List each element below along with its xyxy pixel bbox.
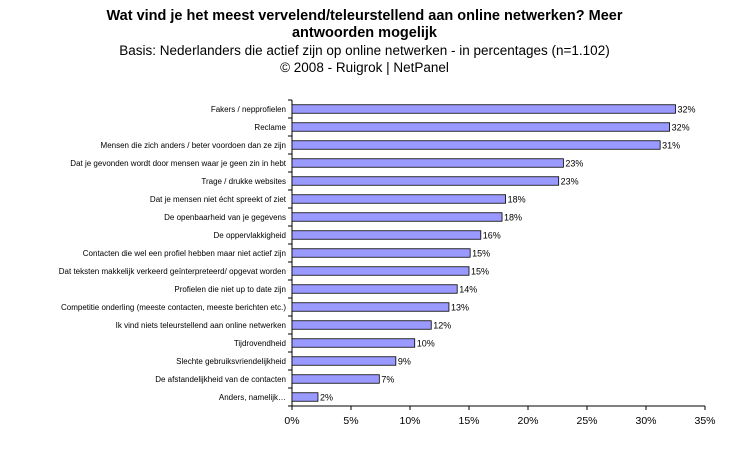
bar: [291, 104, 676, 114]
data-label: 23%: [561, 177, 579, 187]
bar: [291, 392, 319, 402]
bar: [291, 338, 416, 348]
category-label: Tijdrovendheid: [234, 339, 286, 348]
category-label: Dat je mensen niet écht spreekt of ziet: [150, 195, 287, 204]
bar: [291, 356, 397, 366]
data-label: 32%: [678, 105, 696, 115]
data-label: 23%: [565, 159, 583, 169]
bar: [291, 266, 470, 276]
category-label: De oppervlakkigheid: [214, 231, 287, 240]
x-tick-label: 0%: [284, 415, 299, 427]
data-label: 18%: [508, 195, 526, 205]
data-label: 32%: [672, 123, 690, 133]
category-label: Dat teksten makkelijk verkeerd geïnterpr…: [59, 267, 286, 276]
x-tick-label: 20%: [517, 415, 538, 427]
data-label: 9%: [398, 357, 411, 367]
category-label: De afstandelijkheid van de contacten: [155, 375, 286, 384]
bar: [291, 248, 471, 258]
category-label: Competitie onderling (meeste contacten, …: [61, 303, 286, 312]
data-label: 13%: [451, 303, 469, 313]
bar: [291, 212, 503, 222]
bar: [291, 374, 380, 384]
chart-subtitle: Basis: Nederlanders die actief zijn op o…: [119, 43, 610, 58]
chart-title-line1: Wat vind je het meest vervelend/teleurst…: [106, 8, 623, 24]
category-label: Reclame: [254, 123, 286, 132]
x-tick-label: 25%: [576, 415, 597, 427]
category-label: Profielen die niet up to date zijn: [174, 285, 286, 294]
bar: [291, 230, 482, 240]
category-label: Dat je gevonden wordt door mensen waar j…: [70, 159, 286, 168]
data-label: 18%: [504, 213, 522, 223]
category-label: Slechte gebruiksvriendelijkheid: [176, 357, 286, 366]
x-tick-label: 15%: [458, 415, 479, 427]
category-label: Mensen die zich anders / beter voordoen …: [101, 141, 286, 150]
bar: [291, 320, 432, 330]
category-label: Ik vind niets teleurstellend aan online …: [116, 321, 286, 330]
bar: [291, 194, 506, 204]
chart-title-block: Wat vind je het meest vervelend/teleurst…: [0, 8, 729, 76]
bar: [291, 176, 560, 186]
data-label: 15%: [471, 267, 489, 277]
data-label: 15%: [472, 249, 490, 259]
chart-title-line2: antwoorden mogelijk: [291, 25, 437, 41]
data-label: 14%: [459, 285, 477, 295]
bar: [291, 284, 458, 294]
category-label: De openbaarheid van je gegevens: [164, 213, 286, 222]
category-label: Trage / drukke websites: [201, 177, 286, 186]
chart-copyright: © 2008 - Ruigrok | NetPanel: [280, 60, 449, 75]
category-label: Anders, namelijk…: [219, 393, 286, 402]
category-label: Fakers / nepprofielen: [211, 105, 286, 114]
x-tick-label: 10%: [399, 415, 420, 427]
data-label: 10%: [417, 339, 435, 349]
data-label: 12%: [433, 321, 451, 331]
bar: [291, 122, 671, 132]
x-tick-label: 30%: [635, 415, 656, 427]
bar: [291, 140, 661, 150]
data-label: 7%: [381, 375, 394, 385]
x-tick-label: 35%: [694, 415, 715, 427]
bar: [291, 302, 450, 312]
x-tick-label: 5%: [343, 415, 358, 427]
category-label: Contacten die wel een profiel hebben maa…: [83, 249, 286, 258]
data-label: 16%: [483, 231, 501, 241]
bar: [291, 158, 564, 168]
data-label: 31%: [662, 141, 680, 151]
data-label: 2%: [320, 393, 333, 403]
